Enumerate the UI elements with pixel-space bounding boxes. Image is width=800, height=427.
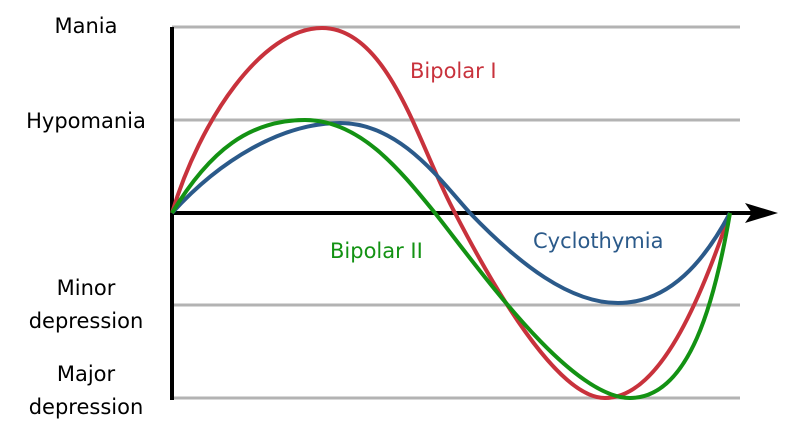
series-label-bipolar-1: Bipolar I [410,59,497,83]
series-label-cyclothymia: Cyclothymia [533,229,663,253]
level-labels: Mania Hypomania Minor depression Major d… [26,14,146,419]
label-minor-depression-line2: depression [29,309,144,333]
label-major-depression-line1: Major [57,362,116,386]
label-major-depression-line2: depression [29,395,144,419]
time-axis-arrowhead-icon [745,203,778,223]
curve-bipolar-2 [170,117,732,401]
label-minor-depression-line1: Minor [57,276,116,300]
label-mania: Mania [55,14,118,38]
series-label-bipolar-2: Bipolar II [330,239,423,263]
curve-cyclothymia [170,120,732,306]
curve-bipolar-1 [170,25,732,401]
gridlines [172,25,740,400]
label-hypomania: Hypomania [26,109,146,133]
